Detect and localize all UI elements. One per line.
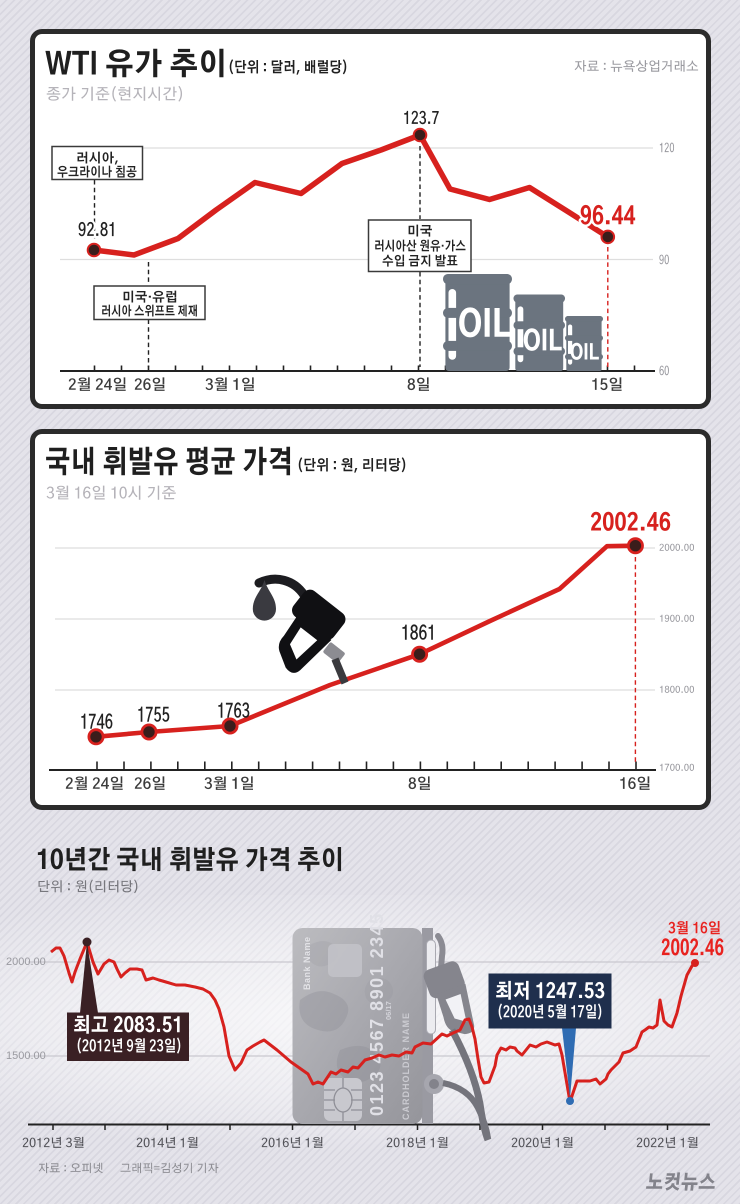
svg-text:CARDHOLDER NAME: CARDHOLDER NAME [401, 1012, 411, 1120]
svg-text:0123 4567 8901 2345: 0123 4567 8901 2345 [367, 912, 387, 1116]
svg-text:Bank Name: Bank Name [302, 936, 312, 990]
svg-text:06/17: 06/17 [384, 1001, 393, 1020]
